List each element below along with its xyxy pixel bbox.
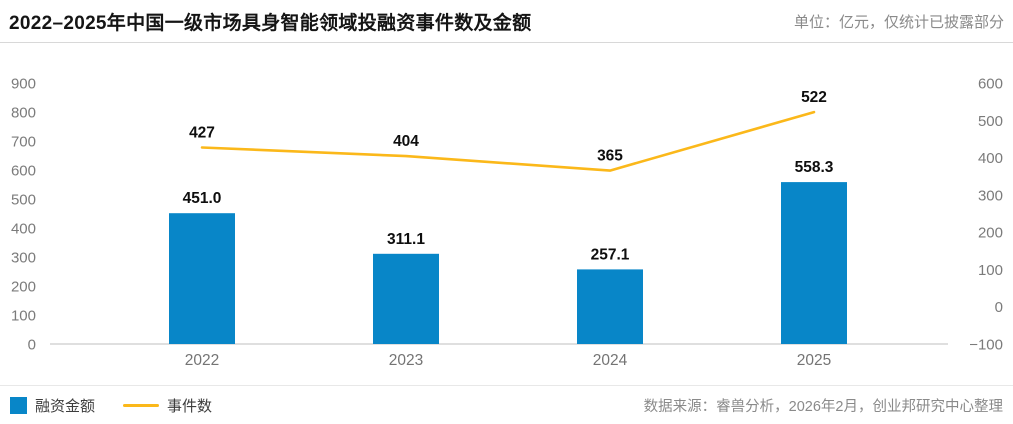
y-left-tick: 200 [11,279,36,296]
y-left-tick: 300 [11,250,36,267]
y-right-tick: 300 [978,187,1003,204]
line-value-label: 365 [597,148,623,165]
bar-value-label: 451.0 [183,190,222,207]
y-right-tick: 100 [978,262,1003,279]
bar [781,182,847,344]
y-right-tick: −100 [969,337,1003,354]
legend: 融资金额 事件数 [10,395,212,416]
unit-note: 单位：亿元，仅统计已披露部分 [793,13,1004,31]
bar [373,253,439,344]
legend-line-swatch [123,403,160,407]
x-category-label: 2025 [797,352,831,369]
x-category-label: 2024 [593,352,628,369]
chart-header: 2022–2025年中国一级市场具身智能领域投融资事件数及金额 单位：亿元，仅统… [0,0,1013,43]
event-count-line [200,110,816,172]
bar-value-label: 558.3 [795,159,834,176]
x-category-label: 2023 [389,352,423,369]
legend-bar-label: 融资金额 [35,397,96,415]
combo-bar-line-chart: 0 100 200 300 400 500 600 700 800 900 −100 0 100 200 3… [11,76,1003,370]
bar [169,213,235,344]
line-value-label: 404 [393,133,419,150]
y-left-tick: 400 [11,221,36,238]
y-left-tick: 0 [28,337,36,354]
chart-footer: 融资金额 事件数 数据来源：睿兽分析，2026年2月，创业邦研究中心整理 [0,385,1013,424]
source-note: 数据来源：睿兽分析，2026年2月，创业邦研究中心整理 [643,398,1003,415]
bar-value-label: 311.1 [387,231,425,248]
y-left-tick: 800 [11,105,36,122]
y-left-tick: 900 [11,76,36,93]
y-left-tick: 500 [11,192,36,209]
y-right-tick: 500 [978,113,1003,130]
y-right-tick: 0 [995,299,1003,316]
y-right-tick: 400 [978,150,1003,167]
legend-bar-swatch [10,396,27,414]
bar [577,269,643,344]
y-left-tick: 700 [11,134,36,151]
line-value-label: 522 [801,89,827,106]
y-left-tick: 600 [11,163,36,180]
line-value-label: 427 [189,125,215,142]
x-category-label: 2022 [185,352,219,369]
bar-value-label: 257.1 [591,246,630,263]
plot-area: 0 100 200 300 400 500 600 700 800 900 −100 0 100 200 3… [0,43,1013,380]
chart-title: 2022–2025年中国一级市场具身智能领域投融资事件数及金额 [9,12,532,34]
y-right-tick: 600 [978,76,1003,93]
legend-line-label: 事件数 [167,397,213,415]
y-left-tick: 100 [11,308,36,325]
y-right-tick: 200 [978,225,1003,242]
